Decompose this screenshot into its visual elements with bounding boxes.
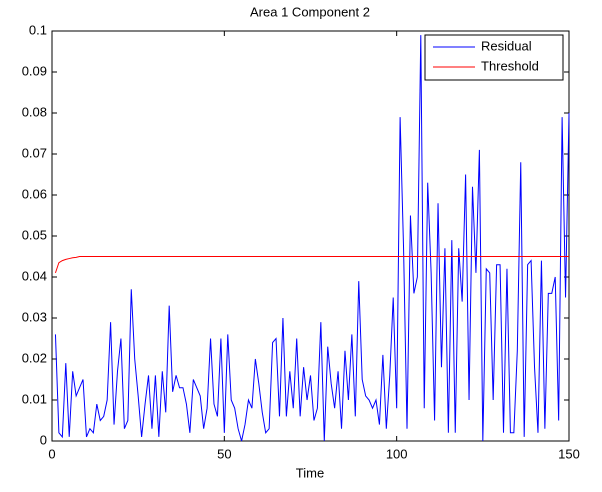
legend-box: [424, 34, 564, 81]
y-tick-label: 0.07: [22, 145, 47, 160]
x-tick-label: 150: [558, 446, 580, 461]
x-axis-label: Time: [296, 465, 324, 480]
y-tick-label: 0.09: [22, 63, 47, 78]
y-tick-label: 0.01: [22, 391, 47, 406]
y-tick-label: 0.05: [22, 227, 47, 242]
x-tick-label: 50: [217, 446, 231, 461]
y-tick-label: 0.02: [22, 350, 47, 365]
x-tick-label: 100: [386, 446, 408, 461]
legend-label: Residual: [481, 38, 532, 53]
legend-label: Threshold: [481, 58, 539, 73]
plot-area: [51, 30, 570, 442]
series-line: [54, 256, 569, 274]
y-tick-label: 0.1: [29, 22, 47, 37]
y-tick-label: 0.03: [22, 309, 47, 324]
y-tick-label: 0: [40, 432, 47, 447]
y-tick-label: 0.06: [22, 186, 47, 201]
chart-title: Area 1 Component 2: [250, 4, 370, 19]
y-tick-label: 0.08: [22, 104, 47, 119]
x-tick-label: 0: [48, 446, 55, 461]
series-line: [54, 35, 570, 442]
y-tick-label: 0.04: [22, 268, 47, 283]
